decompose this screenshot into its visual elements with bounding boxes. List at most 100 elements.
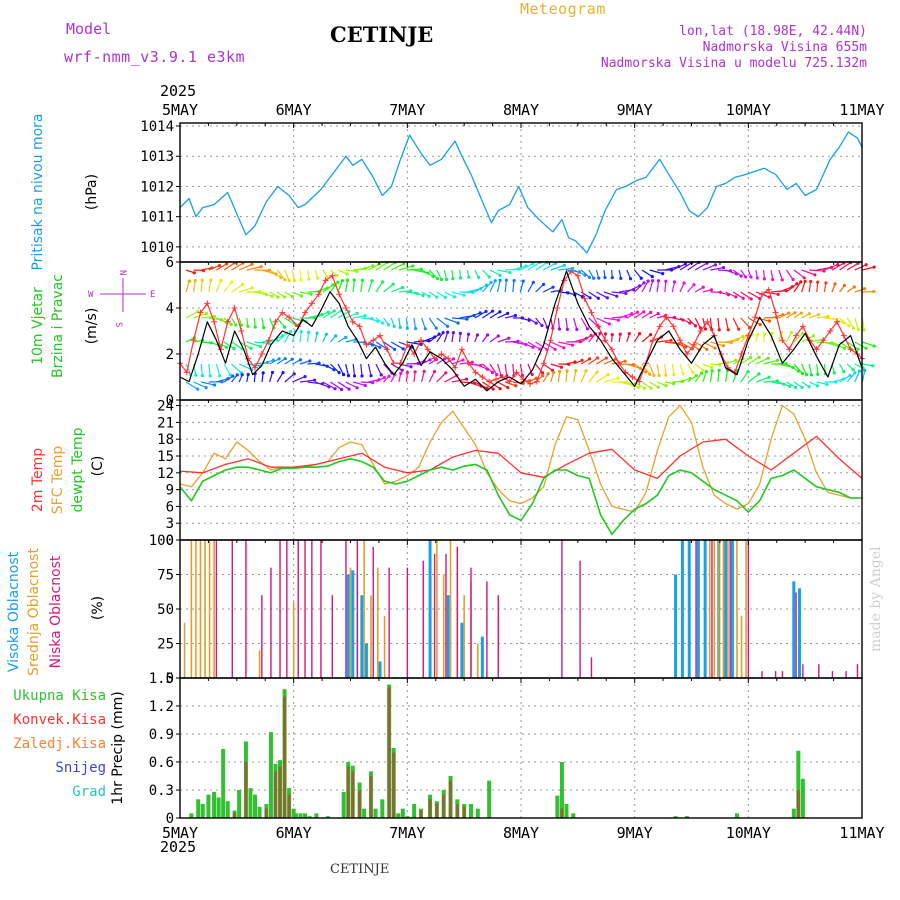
- wind-max-marker: [649, 337, 656, 344]
- y-tick-label: 1010: [140, 240, 174, 256]
- wind-arrow-head: [444, 371, 448, 375]
- wind-arrow-head: [789, 330, 793, 335]
- wind-arrow-head: [360, 374, 364, 378]
- wind-arrow-head: [355, 311, 359, 315]
- wind-arrow: [862, 363, 873, 367]
- wind-arrow-head: [616, 318, 620, 322]
- wind-arrow: [352, 279, 355, 293]
- wind-arrow: [428, 317, 437, 329]
- wind-arrow-head: [307, 277, 311, 281]
- wind-arrow: [656, 381, 667, 387]
- wind-arrow-head: [562, 346, 566, 350]
- precip-bar-total: [206, 794, 211, 818]
- wind-arrow: [717, 361, 729, 365]
- wind-arrow: [337, 280, 343, 293]
- wind-arrow-head: [606, 372, 610, 377]
- wind-arrow: [709, 317, 713, 330]
- wind-arrow: [687, 284, 695, 293]
- wind-arrow-head: [807, 312, 811, 316]
- wind-arrow: [785, 332, 792, 343]
- wind-arrow: [793, 269, 805, 279]
- wind-max-marker: [574, 272, 581, 279]
- wind-arrow: [649, 269, 663, 275]
- wind-arrow-head: [767, 295, 771, 299]
- wind-arrow-head: [250, 262, 254, 266]
- cloud-bar-mid: [370, 595, 372, 678]
- wind-arrow-head: [282, 295, 287, 299]
- wind-arrow: [861, 370, 866, 383]
- wind-arrow: [284, 373, 295, 383]
- wind-arrow-head: [842, 283, 847, 288]
- wind-arrow: [200, 280, 203, 293]
- wind-arrow-head: [826, 314, 830, 319]
- x-day-label-top: 8MAY: [503, 101, 539, 119]
- wind-arrow-head: [557, 327, 562, 331]
- wind-arrow-head: [520, 373, 525, 377]
- cloud-axis-unit: (%): [90, 596, 106, 620]
- wind-arrow: [846, 317, 855, 329]
- wind-max-marker: [820, 337, 827, 344]
- y-tick-label: 25: [157, 637, 174, 653]
- wind-arrow: [421, 269, 434, 277]
- cloud-bar-high: [730, 540, 734, 678]
- wind-arrow: [542, 363, 553, 371]
- wind-arrow: [588, 333, 596, 343]
- wind-arrow: [785, 269, 794, 280]
- wind-max-marker: [615, 360, 622, 367]
- wind-arrow: [611, 291, 626, 294]
- wind-arrow: [542, 262, 556, 271]
- wind-arrow: [854, 341, 867, 349]
- precip-bar-total: [475, 808, 480, 818]
- wind-arrow-head: [688, 321, 692, 325]
- wind-arrow-head: [299, 294, 304, 298]
- wind-arrow-head: [219, 278, 223, 283]
- wind-arrow-head: [312, 378, 317, 382]
- wind-arrow: [839, 317, 850, 327]
- wind-arrow-head: [551, 370, 556, 374]
- wind-arrow-head: [398, 325, 402, 329]
- wind-arrow: [542, 286, 554, 293]
- wind-arrow: [444, 291, 455, 298]
- year-bottom: 2025: [160, 838, 197, 856]
- wind-arrow-head: [847, 324, 851, 328]
- wind-arrow: [261, 291, 273, 297]
- precip-bar-total: [200, 804, 205, 818]
- wind-arrow: [284, 317, 297, 326]
- wind-arrow: [314, 381, 330, 388]
- wind-arrow: [216, 377, 229, 383]
- y-tick-label: 1012: [140, 179, 174, 195]
- wind-arrow: [809, 269, 825, 272]
- wind-arrow-head: [681, 372, 685, 376]
- wind-arrow: [808, 281, 812, 293]
- wind-arrow: [482, 363, 493, 373]
- wind-arrow: [573, 337, 587, 343]
- wind-arrow: [580, 269, 590, 278]
- x-day-label-bottom: 5MAY: [162, 824, 198, 842]
- wind-arrow: [846, 372, 856, 383]
- wind-max-marker: [786, 346, 793, 353]
- wind-arrow-head: [360, 278, 365, 282]
- wind-arrow-head: [306, 330, 311, 334]
- wind-max-marker: [370, 337, 377, 344]
- wind-arrow-head: [862, 287, 867, 291]
- wind-arrow: [375, 363, 382, 376]
- wind-arrow-head: [762, 332, 767, 336]
- wind-arrow-head: [589, 333, 593, 337]
- wind-arrow-head: [607, 322, 611, 326]
- wind-arrow-head: [234, 323, 238, 327]
- temp-axis-unit: (C): [90, 456, 106, 477]
- wind-arrow-head: [489, 280, 493, 284]
- wind-arrow: [831, 341, 845, 349]
- wind-arrow: [801, 269, 816, 276]
- wind-arrow: [383, 341, 396, 350]
- wind-arrow: [573, 291, 583, 298]
- wind-arrow: [269, 291, 279, 298]
- wind-arrow-head: [344, 335, 348, 339]
- wind-arrow: [307, 332, 310, 343]
- y-tick-label: 0: [166, 671, 174, 687]
- wind-arrow-head: [585, 327, 590, 331]
- precip-bar-total: [189, 813, 194, 818]
- wind-arrow: [223, 262, 235, 271]
- wind-arrow: [482, 310, 493, 319]
- wind-arrow-head: [683, 262, 687, 266]
